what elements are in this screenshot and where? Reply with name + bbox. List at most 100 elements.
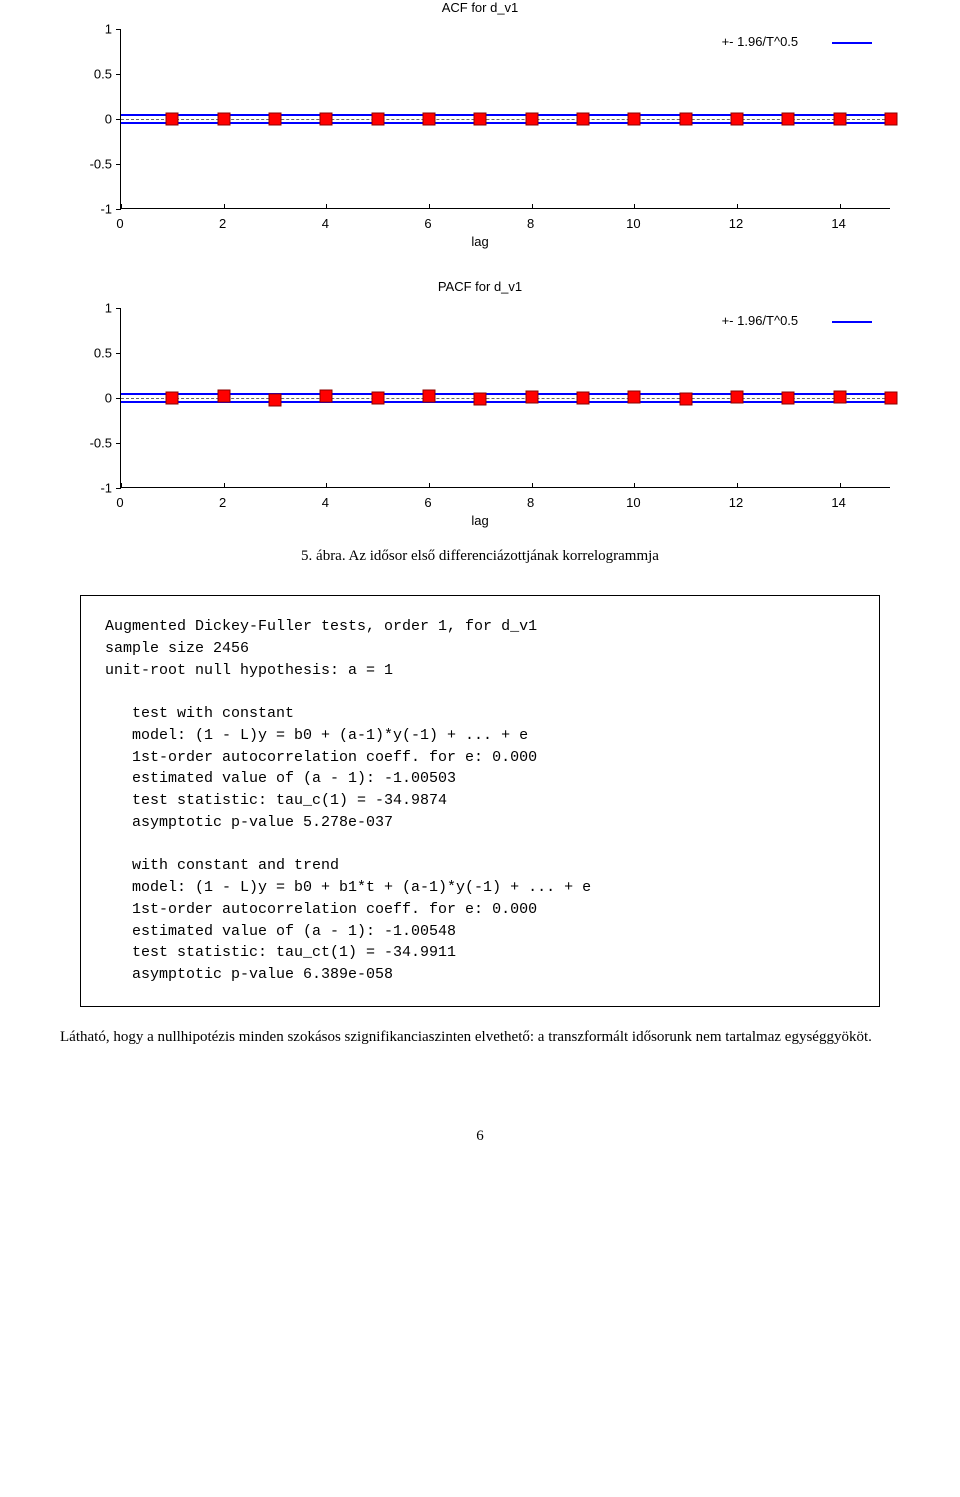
ytick-mark: [116, 443, 121, 444]
ytick-mark: [116, 164, 121, 165]
data-marker: [679, 392, 692, 405]
pacf-chart: PACF for d_v1 +- 1.96/T^0.5-1-0.500.5102…: [60, 279, 900, 528]
data-marker: [885, 392, 898, 405]
plot-inner: +- 1.96/T^0.5: [120, 29, 890, 209]
xtick-label: 0: [116, 495, 123, 510]
confidence-line: [121, 114, 890, 116]
xtick-mark: [224, 483, 225, 488]
xtick-mark: [121, 483, 122, 488]
confidence-line: [121, 401, 890, 403]
data-marker: [731, 391, 744, 404]
ytick-label: -1: [60, 481, 112, 496]
acf-chart: ACF for d_v1 +- 1.96/T^0.5-1-0.500.51024…: [60, 0, 900, 249]
data-marker: [833, 113, 846, 126]
data-marker: [833, 391, 846, 404]
data-marker: [679, 113, 692, 126]
ytick-label: 0: [60, 391, 112, 406]
ytick-label: 1: [60, 301, 112, 316]
figure-caption: 5. ábra. Az idősor első differenciázottj…: [0, 548, 960, 565]
data-marker: [628, 391, 641, 404]
data-marker: [166, 392, 179, 405]
xtick-label: 12: [729, 216, 743, 231]
xtick-mark: [634, 204, 635, 209]
xtick-label: 14: [831, 216, 845, 231]
data-marker: [269, 113, 282, 126]
ytick-label: -1: [60, 202, 112, 217]
data-marker: [423, 113, 436, 126]
data-marker: [782, 392, 795, 405]
xtick-label: 4: [322, 216, 329, 231]
legend-text: +- 1.96/T^0.5: [722, 313, 799, 328]
ytick-mark: [116, 29, 121, 30]
xtick-mark: [326, 483, 327, 488]
xtick-mark: [737, 204, 738, 209]
xtick-mark: [532, 483, 533, 488]
data-marker: [320, 113, 333, 126]
adf-output-box: Augmented Dickey-Fuller tests, order 1, …: [80, 595, 880, 1007]
page-root: ACF for d_v1 +- 1.96/T^0.5-1-0.500.51024…: [0, 0, 960, 1185]
xtick-label: 10: [626, 495, 640, 510]
xtick-mark: [429, 204, 430, 209]
data-marker: [423, 390, 436, 403]
xtick-label: 12: [729, 495, 743, 510]
ytick-label: -0.5: [60, 436, 112, 451]
xtick-label: 2: [219, 216, 226, 231]
xtick-mark: [840, 204, 841, 209]
confidence-line: [121, 122, 890, 124]
xtick-label: 8: [527, 216, 534, 231]
ytick-label: -0.5: [60, 157, 112, 172]
page-number: 6: [0, 1128, 960, 1145]
ytick-label: 0.5: [60, 67, 112, 82]
xtick-label: 0: [116, 216, 123, 231]
confidence-line: [121, 393, 890, 395]
data-marker: [577, 113, 590, 126]
data-marker: [782, 113, 795, 126]
xtick-mark: [326, 204, 327, 209]
ytick-mark: [116, 74, 121, 75]
xtick-label: 10: [626, 216, 640, 231]
xtick-mark: [634, 483, 635, 488]
chart-title: PACF for d_v1: [60, 279, 900, 294]
data-marker: [217, 113, 230, 126]
chart-title: ACF for d_v1: [60, 0, 900, 15]
plot-inner: +- 1.96/T^0.5: [120, 308, 890, 488]
data-marker: [525, 113, 538, 126]
xtick-mark: [429, 483, 430, 488]
x-axis-label: lag: [471, 513, 488, 528]
xtick-label: 4: [322, 495, 329, 510]
xtick-mark: [121, 204, 122, 209]
data-marker: [885, 113, 898, 126]
data-marker: [577, 392, 590, 405]
ytick-label: 1: [60, 22, 112, 37]
data-marker: [474, 113, 487, 126]
x-axis-label: lag: [471, 234, 488, 249]
xtick-label: 6: [424, 216, 431, 231]
legend-text: +- 1.96/T^0.5: [722, 34, 799, 49]
data-marker: [217, 390, 230, 403]
ytick-mark: [116, 488, 121, 489]
xtick-mark: [532, 204, 533, 209]
legend-line: [832, 42, 872, 44]
ytick-mark: [116, 353, 121, 354]
data-marker: [731, 113, 744, 126]
data-marker: [320, 390, 333, 403]
legend-line: [832, 321, 872, 323]
ytick-mark: [116, 308, 121, 309]
data-marker: [371, 113, 384, 126]
xtick-label: 14: [831, 495, 845, 510]
ytick-label: 0: [60, 112, 112, 127]
ytick-mark: [116, 209, 121, 210]
data-marker: [474, 392, 487, 405]
data-marker: [269, 393, 282, 406]
data-marker: [525, 391, 538, 404]
body-paragraph: Látható, hogy a nullhipotézis minden szo…: [60, 1027, 900, 1048]
xtick-label: 6: [424, 495, 431, 510]
data-marker: [628, 113, 641, 126]
xtick-mark: [224, 204, 225, 209]
plot-area: +- 1.96/T^0.5-1-0.500.5102468101214lag: [60, 298, 900, 528]
plot-area: +- 1.96/T^0.5-1-0.500.5102468101214lag: [60, 19, 900, 249]
xtick-label: 8: [527, 495, 534, 510]
ytick-label: 0.5: [60, 346, 112, 361]
xtick-label: 2: [219, 495, 226, 510]
data-marker: [371, 392, 384, 405]
